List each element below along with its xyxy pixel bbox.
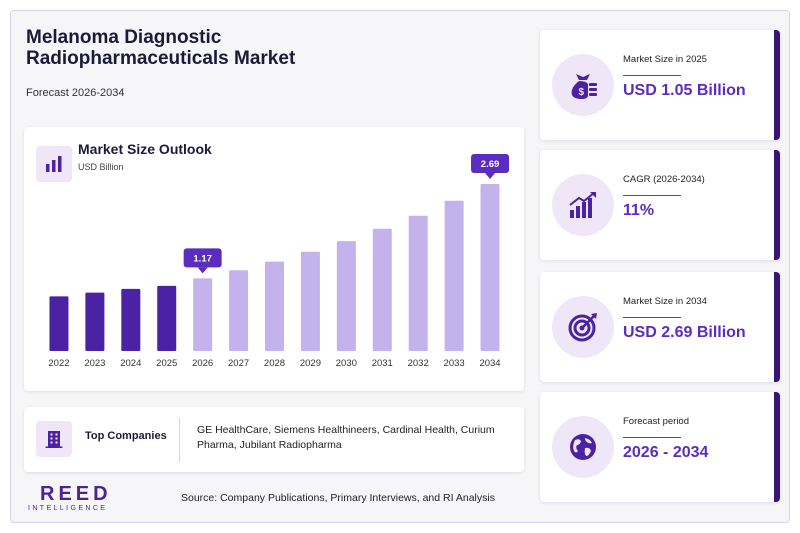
data-label-2034: 2.69 (481, 159, 500, 170)
x-tick-label-2026: 2026 (192, 358, 213, 369)
callout-2026: 1.17 (183, 248, 222, 274)
bar-2022 (49, 296, 69, 351)
card-edge (774, 272, 780, 382)
market-size-chart: 2022 2023 2024 2025 2026 2027 2028 2029 2030 2031… (48, 154, 510, 369)
top-companies-card: Top Companies GE HealthCare, Siemens Hea… (24, 407, 524, 472)
stat-label: Market Size in 2025 (623, 54, 707, 65)
bar-chart-icon (46, 156, 62, 172)
stat-icon-circle (552, 174, 614, 236)
x-tick-label-2030: 2030 (336, 358, 357, 369)
stat-value: USD 1.05 Billion (623, 82, 746, 99)
money-bag-icon: $ (571, 74, 597, 99)
building-icon (45, 431, 63, 448)
stat-icon-circle (552, 416, 614, 478)
stat-label: Market Size in 2034 (623, 296, 707, 307)
bar-2031 (372, 228, 392, 351)
x-tick-label-2022: 2022 (48, 358, 69, 369)
bar-2026 (193, 278, 213, 351)
target-icon (568, 313, 597, 342)
card-edge (774, 150, 780, 260)
companies-divider (179, 418, 180, 462)
reed-logo: REED (40, 483, 112, 505)
stat-card-market-size-2025: $ Market Size in 2025 USD 1.05 Billion (540, 30, 780, 140)
x-tick-label-2024: 2024 (120, 358, 141, 369)
x-tick-label-2029: 2029 (300, 358, 321, 369)
chart-card: 2022 2023 2024 2025 2026 2027 2028 2029 2030 2031… (24, 127, 524, 391)
stat-value: USD 2.69 Billion (623, 324, 746, 341)
x-tick-label-2028: 2028 (264, 358, 285, 369)
stat-value: 11% (623, 202, 655, 219)
x-tick-label-2025: 2025 (156, 358, 177, 369)
bar-2029 (300, 251, 320, 351)
bar-2025 (157, 285, 177, 351)
stat-value: 2026 - 2034 (623, 444, 709, 461)
bar-2033 (444, 200, 464, 351)
reed-logo-subtitle: INTELLIGENCE (28, 505, 108, 512)
bar-2032 (408, 215, 428, 351)
chart-title: Market Size Outlook (78, 141, 212, 157)
globe-icon (570, 434, 596, 460)
page-title: Melanoma Diagnostic Radiopharmaceuticals… (26, 27, 296, 69)
bar-2023 (85, 292, 105, 351)
bar-2028 (265, 261, 284, 351)
x-tick-label-2031: 2031 (372, 358, 393, 369)
x-tick-label-2027: 2027 (228, 358, 249, 369)
x-tick-label-2023: 2023 (84, 358, 105, 369)
stat-rule (623, 195, 681, 196)
card-edge (774, 392, 780, 502)
bar-2030 (336, 241, 356, 351)
stat-icon-circle: $ (552, 54, 614, 116)
chart-unit: USD Billion (78, 162, 124, 172)
data-label-2026: 1.17 (193, 253, 212, 264)
source-note: Source: Company Publications, Primary In… (181, 492, 495, 504)
callout-2034: 2.69 (471, 154, 510, 180)
stat-rule (623, 317, 681, 318)
stat-rule (623, 75, 681, 76)
stat-card-cagr: CAGR (2026-2034) 11% (540, 150, 780, 260)
page-subtitle: Forecast 2026-2034 (26, 87, 125, 99)
companies-icon-box (36, 421, 72, 457)
stat-label: CAGR (2026-2034) (623, 174, 705, 185)
bar-2034 (480, 184, 500, 351)
chart-icon-box (36, 146, 72, 182)
top-companies-list: GE HealthCare, Siemens Healthineers, Car… (197, 424, 495, 451)
svg-text:$: $ (579, 87, 585, 98)
stat-card-market-size-2034: Market Size in 2034 USD 2.69 Billion (540, 272, 780, 382)
growth-chart-icon (569, 192, 596, 218)
card-edge (774, 30, 780, 140)
top-companies-label: Top Companies (85, 430, 167, 442)
x-tick-label-2033: 2033 (444, 358, 465, 369)
stat-rule (623, 437, 681, 438)
stat-icon-circle (552, 296, 614, 358)
stat-label: Forecast period (623, 416, 690, 427)
bar-2027 (229, 270, 249, 351)
stat-card-forecast-period: Forecast period 2026 - 2034 (540, 392, 780, 502)
x-tick-label-2034: 2034 (479, 358, 500, 369)
bar-2024 (121, 288, 141, 351)
x-tick-label-2032: 2032 (408, 358, 429, 369)
